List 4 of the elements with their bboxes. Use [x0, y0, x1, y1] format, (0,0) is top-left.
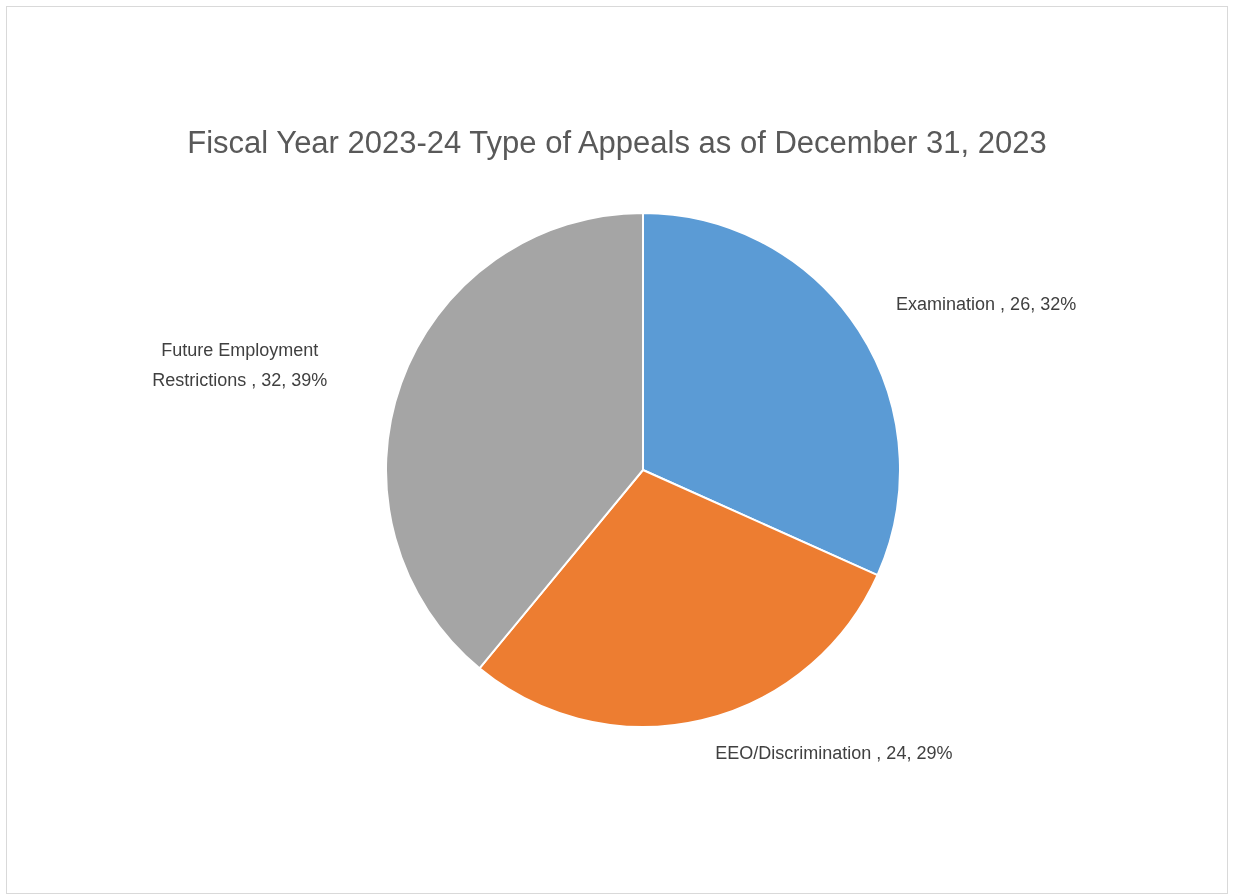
- chart-title: Fiscal Year 2023-24 Type of Appeals as of December 31, 2023: [186, 125, 1048, 161]
- slice-label: EEO/Discrimination , 24, 29%: [715, 742, 953, 763]
- slice-label: Future Employment Restrictions , 32, 39%: [152, 340, 328, 391]
- slice-label: Examination , 26, 32%: [896, 294, 1077, 315]
